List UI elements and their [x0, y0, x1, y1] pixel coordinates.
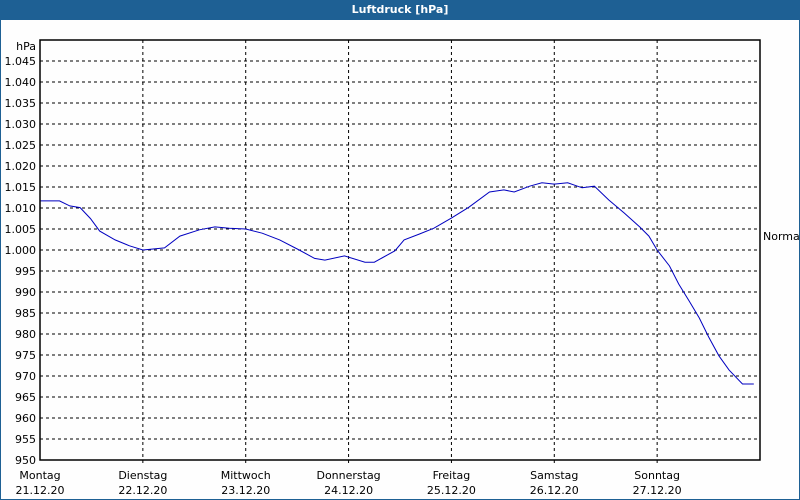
y-tick-label: 1.030	[5, 118, 37, 131]
x-tick-date: 22.12.20	[118, 484, 167, 497]
y-tick-label: 990	[15, 286, 36, 299]
normal-reference-label: Normal	[763, 230, 800, 243]
y-tick-label: 985	[15, 307, 36, 320]
x-tick-date: 27.12.20	[633, 484, 682, 497]
y-tick-label: 1.025	[5, 139, 37, 152]
y-tick-label: 1.005	[5, 223, 37, 236]
x-tick-day: Sonntag	[634, 469, 680, 482]
y-tick-label: 995	[15, 265, 36, 278]
chart-title: Luftdruck [hPa]	[0, 0, 800, 20]
x-tick-day: Montag	[19, 469, 60, 482]
y-tick-label: 960	[15, 412, 36, 425]
x-tick-day: Dienstag	[118, 469, 167, 482]
y-tick-label: 980	[15, 328, 36, 341]
grid-lines	[40, 40, 760, 465]
x-tick-date: 25.12.20	[427, 484, 476, 497]
y-axis-unit: hPa	[16, 40, 36, 53]
y-tick-label: 1.040	[5, 76, 37, 89]
y-tick-label: 965	[15, 391, 36, 404]
y-tick-label: 1.010	[5, 202, 37, 215]
x-tick-day: Samstag	[530, 469, 578, 482]
plot-border	[39, 39, 761, 461]
y-axis: 950 955 960 965 970 975 980 985 990 995 1.000 1.005…	[5, 55, 37, 467]
pressure-line	[40, 182, 754, 385]
y-tick-label: 950	[15, 454, 36, 467]
y-tick-label: 955	[15, 433, 36, 446]
y-tick-label: 1.000	[5, 244, 37, 257]
y-tick-label: 1.020	[5, 160, 37, 173]
x-axis: Montag 21.12.20 Dienstag 22.12.20 Mittwoch 23…	[16, 469, 682, 497]
x-tick-date: 21.12.20	[16, 484, 65, 497]
x-tick-date: 23.12.20	[221, 484, 270, 497]
x-tick-date: 24.12.20	[324, 484, 373, 497]
y-tick-label: 1.045	[5, 55, 37, 68]
y-tick-label: 975	[15, 349, 36, 362]
y-tick-label: 1.035	[5, 97, 37, 110]
x-tick-day: Mittwoch	[221, 469, 271, 482]
x-tick-day: Freitag	[433, 469, 471, 482]
y-tick-label: 970	[15, 370, 36, 383]
y-tick-label: 1.015	[5, 181, 37, 194]
x-tick-date: 26.12.20	[530, 484, 579, 497]
x-tick-day: Donnerstag	[316, 469, 380, 482]
